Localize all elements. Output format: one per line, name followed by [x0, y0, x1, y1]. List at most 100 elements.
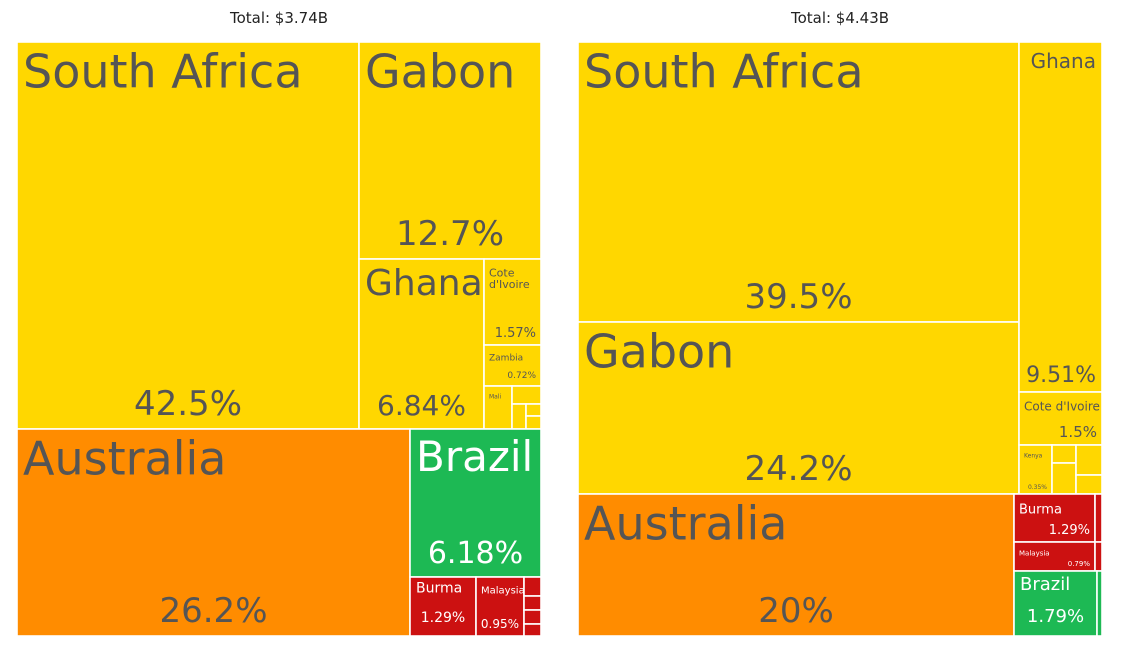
tile-rect[interactable] — [523, 609, 542, 625]
tile-value: 9.51% — [1026, 363, 1096, 388]
tile-rect[interactable] — [511, 403, 527, 430]
tile-rect[interactable] — [1051, 444, 1077, 464]
tile-label: Cote — [489, 267, 515, 280]
tile-ghana[interactable]: Ghana 6.84% — [358, 258, 485, 430]
tile-rect[interactable] — [1051, 462, 1077, 495]
tile-value: 0.35% — [1028, 484, 1047, 491]
tile-small-16[interactable] — [523, 609, 542, 625]
tile-label: Ghana — [365, 263, 483, 304]
tile-small-6[interactable] — [511, 385, 542, 405]
tile-rect[interactable] — [1013, 541, 1096, 572]
tile-small-8[interactable] — [525, 403, 542, 417]
tile-small-13[interactable] — [1094, 541, 1103, 572]
tile-rect[interactable] — [1013, 570, 1098, 637]
tile-small-15[interactable] — [523, 595, 542, 611]
tile-small-8[interactable] — [1075, 474, 1103, 495]
tile-value: 1.57% — [495, 326, 536, 341]
tile-value: 6.84% — [377, 389, 466, 422]
tile-gabon[interactable]: Gabon 24.2% — [577, 321, 1020, 495]
tile-small-15[interactable] — [1096, 570, 1103, 637]
tile-rect[interactable] — [577, 493, 1015, 637]
tile-rect[interactable] — [525, 403, 542, 417]
tile-malaysia[interactable]: Malaysia 0.79% — [1013, 541, 1096, 572]
tile-brazil[interactable]: Brazil 1.79% — [1013, 570, 1098, 637]
tile-label: Burma — [1019, 503, 1062, 518]
tile-value: 26.2% — [159, 591, 267, 631]
tile-rect[interactable] — [1018, 41, 1103, 393]
tile-label: Mali — [489, 393, 502, 400]
treemap-right: South Africa 39.5%Gabon 24.2% Ghana 9.51% Cot… — [577, 41, 1103, 637]
tile-rect[interactable] — [475, 576, 525, 637]
tile-rect[interactable] — [523, 623, 542, 637]
tile-rect[interactable] — [483, 385, 513, 430]
tile-rect[interactable] — [16, 428, 411, 637]
tile-rect[interactable] — [16, 41, 360, 430]
tile-small-14[interactable] — [523, 576, 542, 597]
tile-south-africa[interactable]: South Africa 39.5% — [577, 41, 1020, 323]
tile-label: Gabon — [584, 325, 734, 379]
tile-small-5[interactable] — [1051, 444, 1077, 464]
tile-brazil[interactable]: Brazil 6.18% — [409, 428, 542, 578]
tile-australia[interactable]: Australia 26.2% — [16, 428, 411, 637]
tile-value: 6.18% — [428, 536, 523, 571]
tile-malaysia[interactable]: Malaysia 0.95% — [475, 576, 525, 637]
tile-label: Ghana — [1031, 49, 1096, 73]
tile-ghana[interactable]: Ghana 9.51% — [1018, 41, 1103, 393]
tile-rect[interactable] — [511, 385, 542, 405]
tile-rect[interactable] — [1013, 493, 1096, 543]
tile-label: Brazil — [416, 432, 533, 481]
tile-rect[interactable] — [577, 321, 1020, 495]
tile-label: Malaysia — [1019, 549, 1050, 557]
tile-label: Malaysia — [481, 586, 525, 597]
tile-rect[interactable] — [358, 41, 542, 260]
tile-rect[interactable] — [1096, 570, 1103, 637]
tile-label: Kenya — [1024, 452, 1043, 459]
tile-value: 24.2% — [744, 449, 852, 489]
tile-rect[interactable] — [525, 415, 542, 430]
tile-rect[interactable] — [1075, 444, 1103, 476]
tile-label: Zambia — [489, 353, 523, 363]
tile-value: 0.72% — [507, 371, 536, 381]
tile-label: Gabon — [365, 45, 515, 99]
tile-australia[interactable]: Australia 20% — [577, 493, 1015, 637]
tile-value: 20% — [758, 591, 834, 631]
tile-rect[interactable] — [523, 576, 542, 597]
tile-label: South Africa — [23, 45, 303, 99]
tile-small-7[interactable] — [511, 403, 527, 430]
tile-rect[interactable] — [577, 41, 1020, 323]
tile-gabon[interactable]: Gabon 12.7% — [358, 41, 542, 260]
tile-rect[interactable] — [409, 428, 542, 578]
tile-value: 1.29% — [1049, 523, 1090, 538]
tile-small-9[interactable] — [525, 415, 542, 430]
tile-south-africa[interactable]: South Africa 42.5% — [16, 41, 360, 430]
tile-rect[interactable] — [1094, 541, 1103, 572]
tile-rect[interactable] — [1018, 391, 1103, 446]
tile-small-17[interactable] — [523, 623, 542, 637]
tile-label: d'Ivoire — [489, 278, 530, 291]
tile-rect[interactable] — [1094, 493, 1103, 543]
tile-label: Australia — [23, 432, 226, 486]
tile-small-7[interactable] — [1075, 444, 1103, 476]
tile-rect[interactable] — [1075, 474, 1103, 495]
tile-label: South Africa — [584, 45, 864, 99]
tile-small-6[interactable] — [1051, 462, 1077, 495]
tile-value: 0.79% — [1068, 560, 1091, 568]
tile-value: 42.5% — [134, 384, 242, 424]
tile-cote-d-ivoire[interactable]: Cote d'Ivoire 1.5% — [1018, 391, 1103, 446]
tile-burma[interactable]: Burma 1.29% — [1013, 493, 1096, 543]
chart-title-left: Total: $3.74B — [229, 9, 329, 27]
tile-kenya[interactable]: Kenya 0.35% — [1018, 444, 1053, 495]
tile-small-12[interactable] — [1094, 493, 1103, 543]
tile-mali[interactable]: Mali — [483, 385, 513, 430]
tile-rect[interactable] — [523, 595, 542, 611]
tile-burma[interactable]: Burma 1.29% — [409, 576, 477, 637]
tile-value: 39.5% — [744, 277, 852, 317]
tile-zambia[interactable]: Zambia 0.72% — [483, 344, 542, 387]
tile-rect[interactable] — [483, 344, 542, 387]
tile-label: Australia — [584, 497, 787, 551]
tile-value: 1.79% — [1027, 606, 1084, 627]
tile-value: 0.95% — [481, 617, 519, 631]
tile-rect[interactable] — [483, 258, 542, 346]
